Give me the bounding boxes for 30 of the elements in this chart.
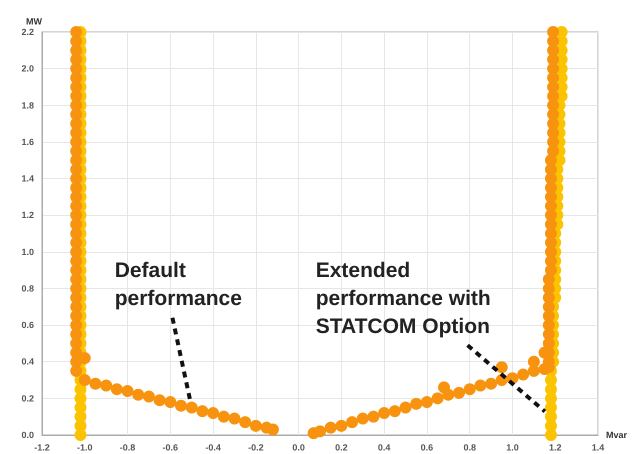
y-tick-label: 1.2 — [21, 210, 34, 220]
x-tick-label: -1.0 — [77, 442, 93, 452]
y-tick-label: 0.0 — [21, 430, 34, 440]
y-tick-label: 1.4 — [21, 174, 34, 184]
y-tick-label: 0.8 — [21, 283, 34, 294]
y-tick-label: 2.0 — [21, 64, 34, 74]
y-tick-label: 2.2 — [21, 27, 34, 37]
x-tick-label: 0.2 — [335, 442, 348, 452]
x-tick-label: -0.2 — [248, 442, 264, 452]
y-tick-label: 1.6 — [21, 136, 34, 147]
x-axis-title: Mvar — [606, 430, 628, 440]
y-tick-label: 0.6 — [21, 320, 34, 330]
x-tick-label: -0.4 — [205, 442, 221, 452]
y-tick-label: 0.2 — [21, 393, 34, 404]
x-tick-label: 1.4 — [592, 442, 604, 452]
annotation: Extended performance with STATCOM Option — [316, 258, 492, 340]
y-tick-label: 1.0 — [21, 246, 34, 257]
x-tick-label: 0.0 — [292, 442, 305, 452]
x-tick-label: -0.6 — [162, 442, 178, 452]
x-tick-label: 1.0 — [506, 442, 519, 452]
x-tick-label: 0.6 — [420, 442, 434, 452]
y-axis-title: MW — [26, 16, 42, 26]
y-tick-label: 1.8 — [21, 100, 34, 110]
x-tick-label: 0.4 — [378, 442, 390, 452]
y-tick-label: 0.4 — [21, 356, 34, 367]
x-tick-label: 0.8 — [463, 442, 476, 452]
x-tick-label: -0.8 — [120, 442, 136, 452]
x-tick-label: 1.2 — [548, 442, 562, 452]
annotation: Default performance — [114, 258, 243, 312]
x-tick-label: -1.2 — [34, 442, 50, 452]
